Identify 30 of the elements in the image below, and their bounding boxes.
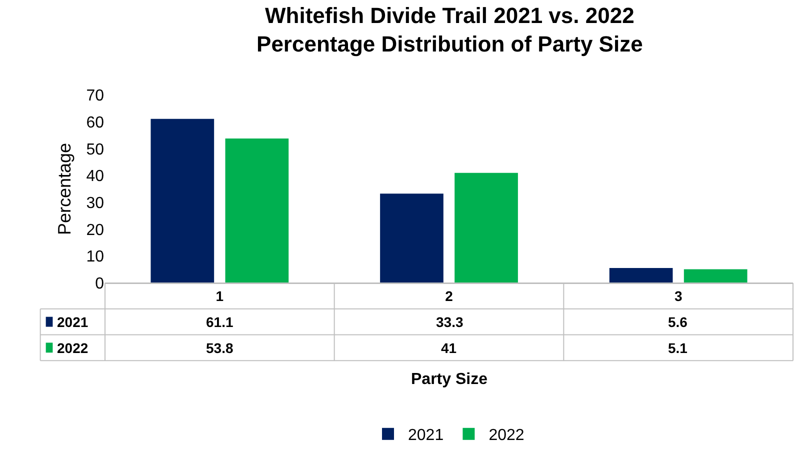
bar <box>225 138 289 283</box>
bar <box>609 268 673 283</box>
y-tick-label: 50 <box>86 141 104 158</box>
y-tick-label: 30 <box>86 195 104 212</box>
data-label: 53.8 <box>206 340 234 356</box>
x-axis-title: Party Size <box>411 371 488 388</box>
text: 2022 <box>57 340 88 356</box>
bar <box>454 172 518 283</box>
legend-label: 2022 <box>488 427 524 444</box>
data-label: 33.3 <box>436 314 464 330</box>
x-tick-label: 1 <box>216 288 224 304</box>
y-tick-label: 70 <box>86 88 104 105</box>
y-tick-label: 0 <box>95 276 104 293</box>
y-axis-title: Percentage <box>54 142 74 236</box>
bar <box>684 269 748 283</box>
data-label: 61.1 <box>206 314 234 330</box>
data-label: 5.6 <box>668 314 688 330</box>
y-tick-label: 10 <box>86 248 104 266</box>
y-tick-label: 40 <box>86 168 104 186</box>
text: 2021 <box>408 427 444 444</box>
data-label: 5.1 <box>668 340 688 356</box>
y-tick-label: 20 <box>86 222 104 239</box>
x-tick-label: 3 <box>674 288 682 304</box>
bar <box>380 194 444 283</box>
data-label: 41 <box>441 340 457 356</box>
chart-title: Whitefish Divide Trail 2021 vs. 2022 Percentage Distribution of Party Size <box>256 2 643 57</box>
bar <box>150 118 214 283</box>
legend-label: 2021 <box>57 314 88 330</box>
y-tick-label: 60 <box>86 114 104 132</box>
x-tick-label: 2 <box>445 288 454 304</box>
